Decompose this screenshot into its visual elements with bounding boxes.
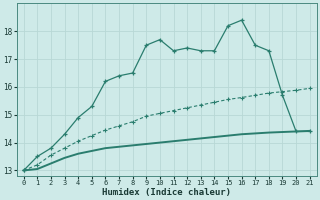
X-axis label: Humidex (Indice chaleur): Humidex (Indice chaleur) <box>102 188 231 197</box>
